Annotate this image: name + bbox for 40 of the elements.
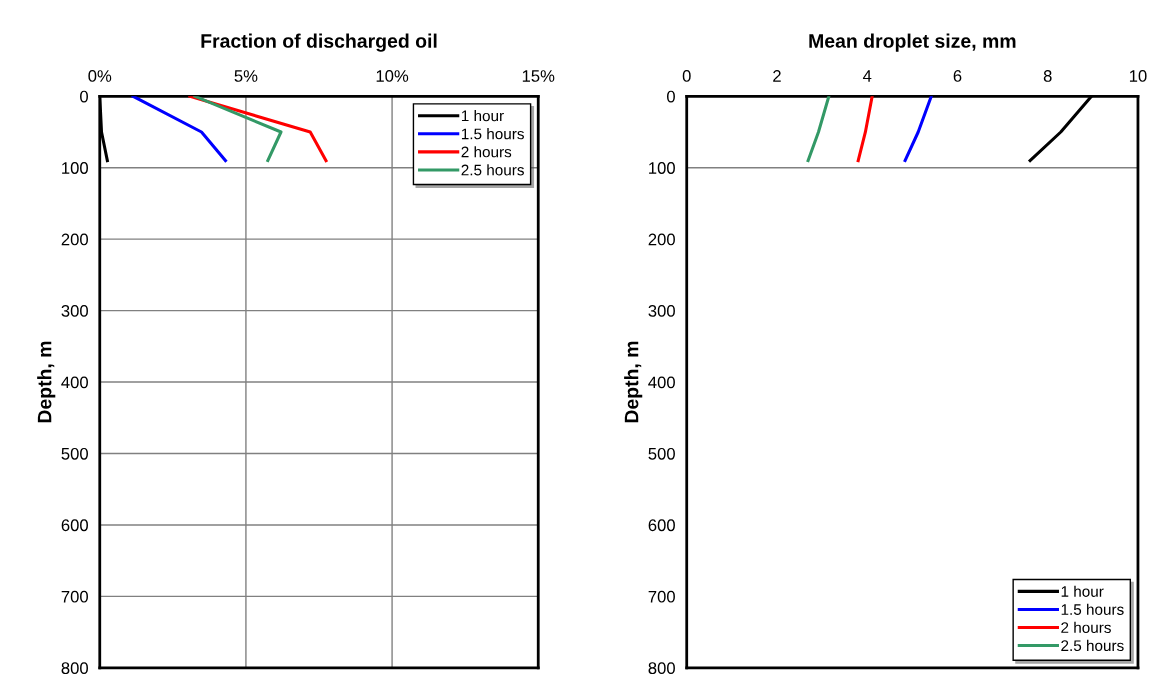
- x-tick-label: 10%: [376, 70, 409, 82]
- legend-label: 2 hours: [461, 146, 512, 158]
- y-tick-label: 400: [648, 376, 675, 389]
- y-tick-label: 200: [61, 233, 88, 246]
- y-tick-label: 500: [61, 447, 88, 460]
- x-tick-label: 5%: [234, 70, 258, 82]
- y-tick-label: 800: [61, 662, 88, 675]
- x-tick-label: 8: [1043, 70, 1052, 82]
- y-tick-label: 300: [61, 305, 88, 317]
- y-tick-label: 500: [648, 447, 675, 460]
- x-tick-label: 0: [682, 70, 691, 82]
- x-tick-label: 10: [1129, 70, 1147, 82]
- y-tick-label: 0: [666, 90, 675, 103]
- y-tick-label: 400: [61, 376, 88, 389]
- legend-label: 1 hour: [461, 110, 504, 122]
- x-tick-label: 2: [773, 70, 781, 82]
- y-tick-label: 700: [648, 590, 675, 603]
- y-tick-label: 700: [61, 590, 88, 603]
- legend-label: 2.5 hours: [1061, 639, 1124, 652]
- legend-label: 1.5 hours: [1061, 603, 1124, 615]
- y-tick-label: 100: [62, 162, 88, 174]
- y-tick-label: 600: [61, 519, 88, 532]
- y-tick-label: 600: [648, 519, 675, 532]
- y-tick-label: 100: [649, 162, 675, 174]
- y-tick-label: 0: [80, 90, 88, 103]
- legend-label: 1 hour: [1061, 585, 1104, 597]
- y-axis-title: Depth, m: [624, 341, 643, 423]
- y-tick-label: 300: [648, 305, 675, 317]
- y-axis-title: Depth, m: [37, 341, 56, 423]
- legend-label: 1.5 hours: [461, 128, 524, 140]
- y-tick-label: 800: [648, 662, 675, 675]
- x-tick-label: 15%: [522, 70, 555, 82]
- chart-title: Fraction of discharged oil: [201, 33, 437, 52]
- x-tick-label: 4: [862, 70, 872, 82]
- legend-label: 2 hours: [1061, 621, 1111, 633]
- y-tick-label: 200: [648, 233, 675, 246]
- x-tick-label: 6: [953, 70, 962, 82]
- x-tick-label: 0%: [88, 70, 112, 82]
- chart-title: Mean droplet size, mm: [809, 33, 1016, 52]
- legend-label: 2.5 hours: [461, 164, 524, 176]
